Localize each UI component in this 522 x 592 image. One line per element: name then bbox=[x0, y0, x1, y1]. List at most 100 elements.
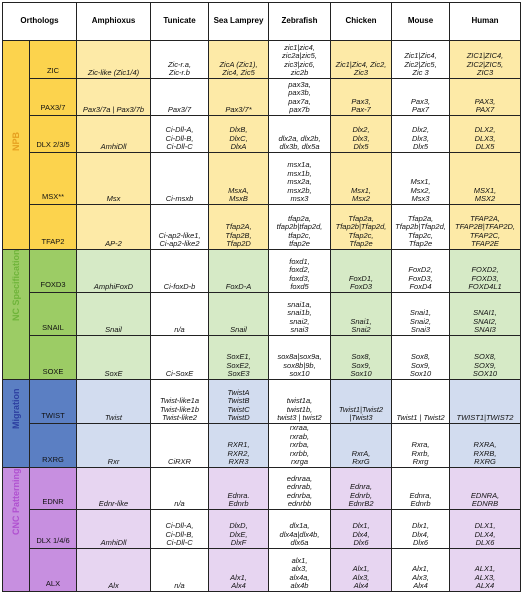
header-zebrafish: Zebrafish bbox=[268, 2, 331, 41]
cell-line: Dlx6 bbox=[412, 538, 428, 548]
table-row: MSX** Msx Ci-msxb MsxA, MsxB msx1a, msx1b, msx2… bbox=[3, 152, 521, 205]
cell-line: zic1|zic4, bbox=[284, 42, 315, 52]
cell-line: RXRB, bbox=[473, 448, 497, 458]
cell-mouse: Zic1|Zic4, Zic2|Zic5, Zic 3 bbox=[391, 40, 450, 79]
cell-line: ednrab, bbox=[286, 482, 313, 492]
cell-line: Sox9, bbox=[410, 360, 431, 370]
cell-line: Twist1|Twist2 bbox=[338, 404, 384, 414]
cell-human: RXRA, RXRB, RXRG bbox=[449, 423, 521, 468]
cell-sea-lamprey: TwistA TwistB TwistC TwistD bbox=[208, 379, 269, 424]
cell-line: AP-2 bbox=[105, 239, 122, 249]
cell-line: rxraa, bbox=[289, 423, 310, 432]
cell-line: rxrga bbox=[290, 457, 309, 467]
cell-line: Alx1, bbox=[352, 564, 370, 574]
cell-amphioxus: Alx bbox=[76, 547, 151, 592]
cell-line: Zic1|Zic4, Zic2, bbox=[335, 59, 387, 69]
cell-line: Dlx1, bbox=[411, 521, 430, 531]
cell-line: Msx3 bbox=[411, 194, 430, 204]
table-row: RXRG Rxr CiRXR RXR1, RXR2, RXR3 rxraa, rxrab, rx… bbox=[3, 423, 521, 468]
gene-family-cell: RXRG bbox=[29, 423, 77, 468]
cell-line: pax3a, bbox=[288, 79, 311, 89]
cell-line: Zic-r.b bbox=[169, 68, 190, 78]
header-orthologs: Orthologs bbox=[2, 2, 77, 41]
cell-line: Alx1, bbox=[230, 572, 247, 582]
cell-tunicate: Twist-like1a Twist-like1b Twist-like2 bbox=[150, 379, 209, 424]
cell-line: Rxr bbox=[107, 457, 120, 467]
cell-line: Snai2 bbox=[351, 325, 371, 335]
cell-line: pax3b, bbox=[288, 88, 311, 98]
cell-amphioxus: AmhiDll bbox=[76, 115, 151, 153]
cell-chicken: RxrA, RxrG bbox=[330, 423, 392, 468]
cell-line: FOXD4L1 bbox=[468, 282, 502, 292]
cell-line: SoxE1, bbox=[226, 352, 251, 362]
cell-line: Twist-like2 bbox=[162, 413, 197, 423]
cell-tunicate: n/a bbox=[150, 547, 209, 592]
cell-tunicate: Ci-Dll-A, Ci-Dll-B, Ci-Dll-C bbox=[150, 508, 209, 549]
cell-line: Pax-7 bbox=[351, 105, 371, 115]
cell-line: SNAI3 bbox=[474, 325, 496, 335]
cell-line: n/a bbox=[174, 325, 185, 335]
category-label: NC Specification bbox=[11, 249, 21, 321]
cell-amphioxus: AmhiDll bbox=[76, 508, 151, 549]
cell-line: rxrab, bbox=[289, 431, 310, 441]
cell-line: Ci-Dll-C bbox=[166, 538, 193, 548]
table-row: TFAP2 AP-2 Ci-ap2-like1, Ci-ap2-like2 Tfap2A… bbox=[3, 204, 521, 250]
cell-line: FoxD3 bbox=[349, 282, 373, 292]
category-mig: Migration bbox=[2, 379, 30, 468]
cell-human: FOXD2, FOXD3, FOXD4L1 bbox=[449, 249, 521, 293]
cell-human: ZIC1|ZIC4, ZIC2|ZIC5, ZIC3 bbox=[449, 40, 521, 79]
gene-family-cell: DLX 2/3/5 bbox=[29, 115, 77, 153]
cell-line: FoxD3, bbox=[408, 273, 433, 283]
cell-line: Zic2|Zic5, bbox=[404, 59, 437, 69]
cell-line: Ednrb bbox=[228, 499, 249, 509]
table-row: CNC Patterning EDNR Ednr-like n/a Ednra. Ednr… bbox=[2, 466, 521, 592]
header-row: Orthologs Amphioxus Tunicate Sea Lamprey… bbox=[2, 2, 521, 41]
cell-line: SoxE bbox=[104, 369, 123, 379]
cell-line: Msx2 bbox=[352, 194, 370, 204]
cell-human: TFAP2A, TFAP2B|TFAP2D, TFAP2C, TFAP2E bbox=[449, 204, 521, 250]
cell-line: RXRG bbox=[474, 457, 496, 467]
header-chicken: Chicken bbox=[330, 2, 392, 41]
cell-line: twist1b, bbox=[286, 404, 313, 414]
cell-line: Dlx2, bbox=[411, 125, 430, 135]
cell-line: n/a bbox=[174, 581, 185, 591]
cell-sea-lamprey: DlxD, DlxE, DlxF bbox=[208, 508, 269, 549]
cell-zebrafish: dlx2a, dlx2b, dlx3b, dlx5a bbox=[268, 115, 331, 153]
cell-line: Alx4 bbox=[413, 581, 428, 591]
cell-line: Tfap2c, bbox=[348, 230, 374, 240]
cell-line: Dlx4, bbox=[411, 529, 430, 539]
cell-line: Tfap2e bbox=[349, 239, 373, 249]
cell-human: DLX1, DLX4, DLX6 bbox=[449, 508, 521, 549]
cell-line: DLX6 bbox=[475, 538, 495, 548]
cell-line: Ci-Dll-C bbox=[166, 142, 193, 152]
cell-zebrafish: rxraa, rxrab, rxrba, rxrbb, rxrga bbox=[268, 423, 331, 468]
cell-mouse: Msx1, Msx2, Msx3 bbox=[391, 152, 450, 205]
cell-line: DlxA bbox=[230, 142, 247, 152]
header-sea-lamprey: Sea Lamprey bbox=[208, 2, 269, 41]
gene-family-cell: SOXE bbox=[29, 335, 77, 380]
cell-line: dlx3b, dlx5a bbox=[279, 142, 320, 152]
cell-chicken: Dlx1, Dlx4, Dlx6 bbox=[330, 508, 392, 549]
cell-line: Dlx1, bbox=[352, 521, 370, 531]
cell-zebrafish: ednraa, ednrab, ednrba, ednrbb bbox=[268, 466, 331, 510]
cell-line: TFAP2E bbox=[471, 239, 499, 249]
category-npb: NPB bbox=[2, 40, 30, 250]
cell-line: DlxE, bbox=[229, 529, 248, 539]
cell-line: RXR3 bbox=[228, 457, 249, 467]
cell-sea-lamprey: Snail bbox=[208, 292, 269, 336]
table-row: SOXE SoxE Ci-SoxE SoxE1, SoxE2, SoxE3 sox8a|so… bbox=[3, 335, 521, 380]
cell-line: Sox8, bbox=[351, 352, 371, 362]
cell-line: alx4b bbox=[290, 581, 309, 591]
cell-line: Msx2, bbox=[410, 185, 431, 195]
cell-line: Zic-r.a, bbox=[167, 59, 192, 69]
cell-amphioxus: SoxE bbox=[76, 335, 151, 380]
cell-line: alx1, bbox=[291, 555, 308, 565]
header-tunicate: Tunicate bbox=[150, 2, 209, 41]
cell-line: FoxD1, bbox=[348, 273, 374, 283]
table-row: SNAIL Snail n/a Snail snai1a, snai1b, snai2, sn… bbox=[3, 292, 521, 336]
cell-line: tfap2a, bbox=[288, 213, 311, 223]
cell-line: Dlx4, bbox=[352, 529, 370, 539]
cell-line: Zic4, Zic5 bbox=[222, 68, 255, 78]
cell-line: SOX9, bbox=[473, 360, 497, 370]
cell-line: FoxD-A bbox=[225, 282, 252, 292]
